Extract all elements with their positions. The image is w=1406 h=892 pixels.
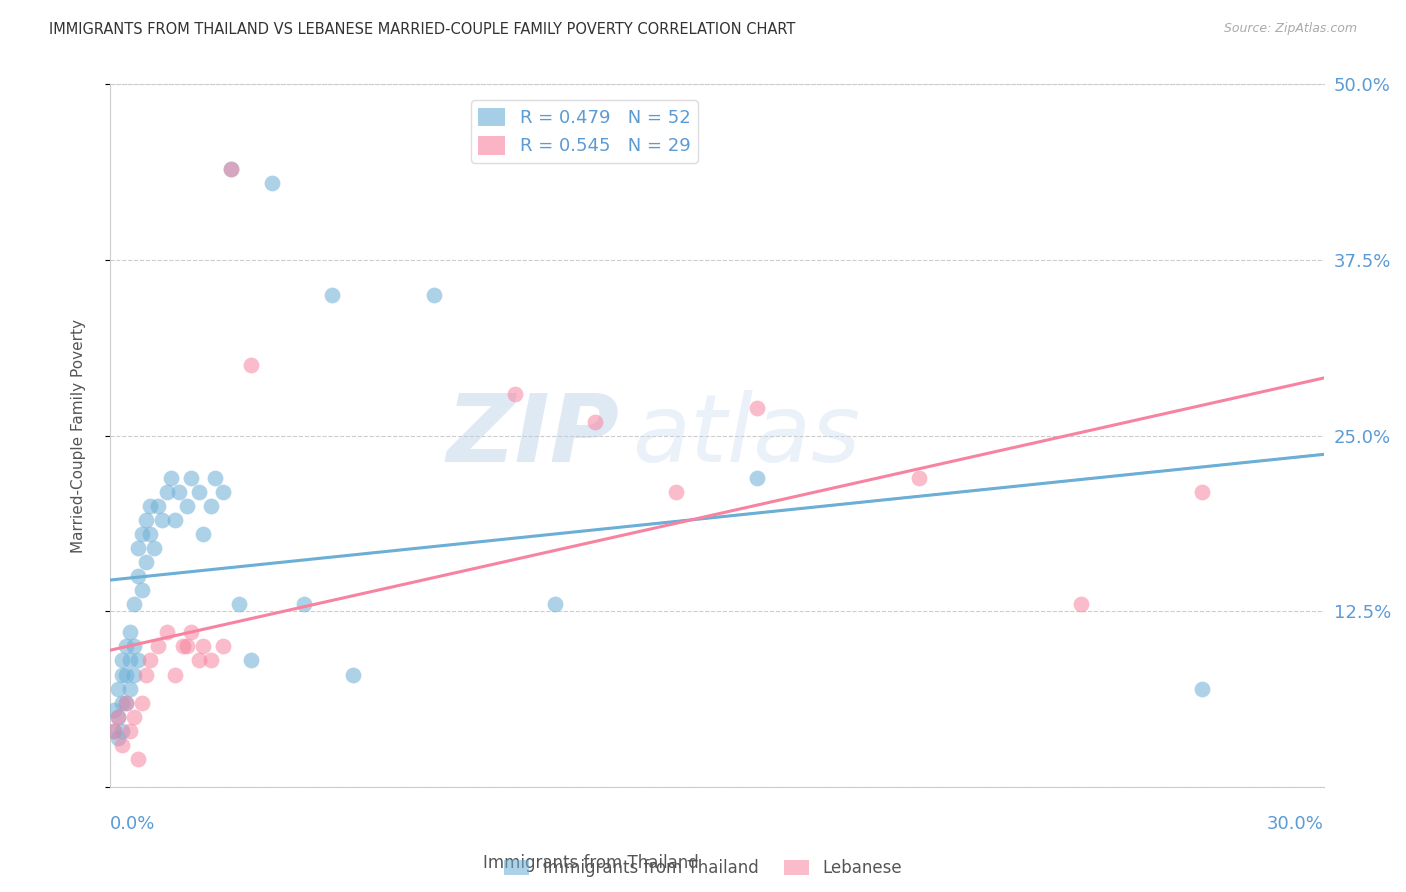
Y-axis label: Married-Couple Family Poverty: Married-Couple Family Poverty: [72, 318, 86, 553]
Point: [212, 640, 235, 654]
Point: [115, 696, 138, 710]
Point: [107, 709, 129, 723]
Point: [122, 667, 145, 681]
Text: ZIP: ZIP: [447, 390, 620, 482]
Point: [131, 527, 153, 541]
Point: [148, 499, 170, 513]
Point: [503, 386, 526, 401]
Point: [1191, 681, 1213, 696]
Point: [908, 471, 931, 485]
Point: [111, 667, 134, 681]
Point: [111, 738, 134, 752]
Point: [135, 555, 157, 569]
Text: 30.0%: 30.0%: [1267, 815, 1324, 833]
Point: [240, 653, 263, 667]
Point: [260, 176, 283, 190]
Point: [135, 513, 157, 527]
Point: [111, 696, 134, 710]
Point: [747, 401, 769, 415]
Point: [127, 752, 149, 766]
Point: [122, 709, 145, 723]
Point: [127, 653, 149, 667]
Point: [240, 359, 263, 373]
Text: IMMIGRANTS FROM THAILAND VS LEBANESE MARRIED-COUPLE FAMILY POVERTY CORRELATION C: IMMIGRANTS FROM THAILAND VS LEBANESE MAR…: [49, 22, 796, 37]
Point: [103, 723, 125, 738]
Point: [120, 723, 142, 738]
Point: [665, 484, 688, 499]
Point: [122, 640, 145, 654]
Point: [107, 709, 129, 723]
Point: [228, 597, 250, 611]
Point: [212, 484, 235, 499]
Point: [585, 415, 607, 429]
Legend: Immigrants from Thailand, Lebanese: Immigrants from Thailand, Lebanese: [498, 853, 908, 884]
Point: [120, 625, 142, 640]
Point: [127, 569, 149, 583]
Point: [342, 667, 364, 681]
Point: [187, 653, 209, 667]
Point: [180, 625, 202, 640]
Point: [115, 667, 138, 681]
Point: [152, 513, 174, 527]
Point: [107, 681, 129, 696]
Point: [191, 640, 214, 654]
Point: [135, 667, 157, 681]
Point: [176, 640, 198, 654]
Point: [131, 583, 153, 598]
Point: [148, 640, 170, 654]
Point: [122, 597, 145, 611]
Point: [1191, 484, 1213, 499]
Point: [204, 471, 226, 485]
Point: [321, 288, 343, 302]
Text: atlas: atlas: [631, 390, 860, 481]
Point: [127, 541, 149, 555]
Point: [187, 484, 209, 499]
Point: [120, 681, 142, 696]
Point: [107, 731, 129, 745]
Point: [163, 513, 186, 527]
Point: [155, 484, 177, 499]
Point: [143, 541, 166, 555]
Point: [159, 471, 181, 485]
Point: [163, 667, 186, 681]
Point: [115, 640, 138, 654]
Point: [155, 625, 177, 640]
Point: [544, 597, 567, 611]
Point: [115, 696, 138, 710]
Point: [1070, 597, 1092, 611]
Point: [200, 653, 222, 667]
Point: [219, 161, 242, 176]
Point: [292, 597, 315, 611]
Point: [191, 527, 214, 541]
Point: [131, 696, 153, 710]
Point: [176, 499, 198, 513]
Text: Source: ZipAtlas.com: Source: ZipAtlas.com: [1223, 22, 1357, 36]
Point: [111, 653, 134, 667]
Point: [139, 527, 162, 541]
Point: [172, 640, 194, 654]
Point: [103, 703, 125, 717]
Point: [139, 653, 162, 667]
Text: 0.0%: 0.0%: [110, 815, 155, 833]
Point: [103, 723, 125, 738]
Point: [180, 471, 202, 485]
Text: Immigrants from Thailand: Immigrants from Thailand: [482, 855, 699, 872]
Point: [139, 499, 162, 513]
Legend: R = 0.479   N = 52, R = 0.545   N = 29: R = 0.479 N = 52, R = 0.545 N = 29: [471, 101, 697, 162]
Point: [111, 723, 134, 738]
Point: [167, 484, 190, 499]
Point: [120, 653, 142, 667]
Point: [200, 499, 222, 513]
Point: [422, 288, 444, 302]
Point: [747, 471, 769, 485]
Point: [219, 161, 242, 176]
